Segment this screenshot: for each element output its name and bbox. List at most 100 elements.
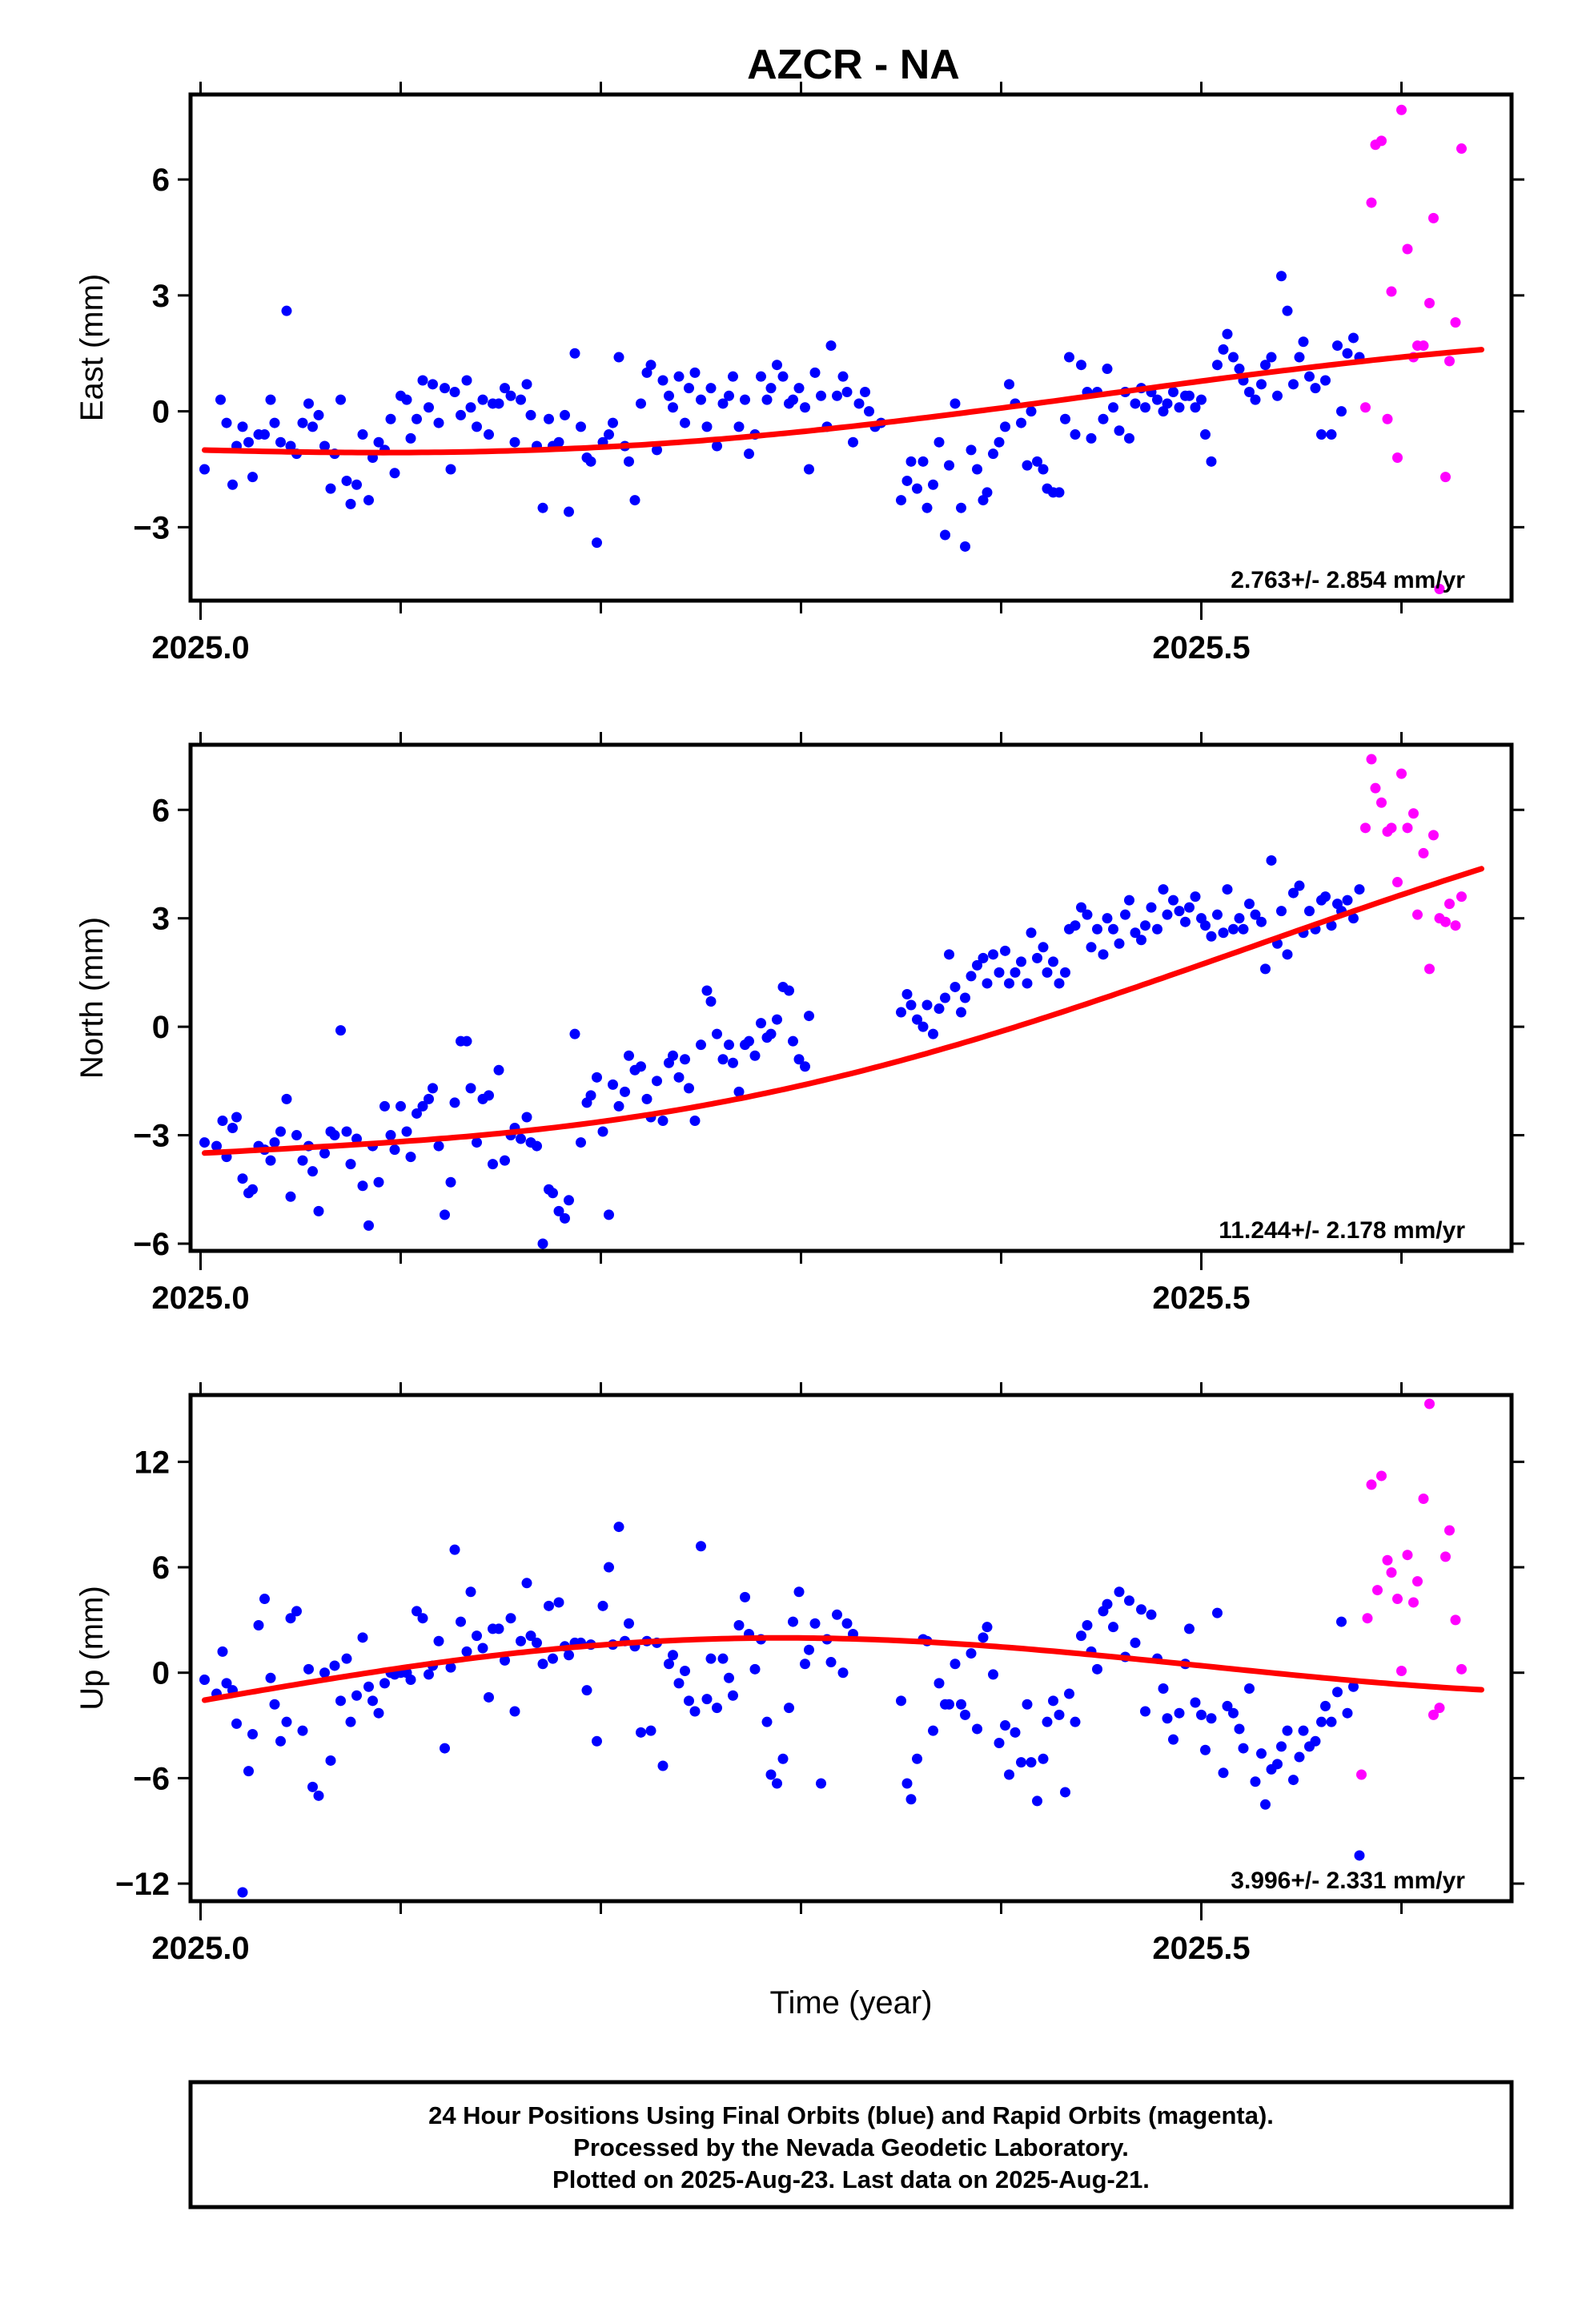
east-rapid-point	[1440, 472, 1451, 483]
east-final-point	[247, 472, 258, 483]
north-final-point	[465, 1083, 476, 1094]
up-final-point	[548, 1653, 558, 1664]
north-final-point	[756, 1018, 766, 1029]
north-final-point	[1042, 967, 1053, 978]
up-final-point	[982, 1622, 993, 1633]
east-final-point	[472, 421, 482, 432]
east-final-point	[928, 479, 938, 490]
up-final-point	[417, 1613, 428, 1624]
north-final-point	[1032, 952, 1042, 963]
east-final-point	[848, 436, 858, 448]
up-final-point	[405, 1675, 416, 1685]
east-final-point	[405, 432, 416, 444]
east-final-point	[389, 468, 400, 479]
up-final-point	[1064, 1688, 1074, 1699]
up-final-point	[275, 1735, 286, 1747]
up-final-point	[465, 1586, 476, 1598]
up-final-point	[1022, 1699, 1033, 1710]
east-final-point	[978, 495, 989, 506]
up-final-point	[472, 1630, 482, 1642]
up-final-point	[740, 1591, 750, 1602]
north-final-point	[585, 1090, 596, 1101]
east-final-point	[673, 371, 685, 382]
north-final-point	[793, 1054, 805, 1065]
east-final-point	[1152, 394, 1162, 405]
east-final-point	[701, 421, 713, 432]
north-final-point	[461, 1035, 472, 1047]
east-final-point	[604, 429, 614, 440]
north-final-point	[401, 1126, 412, 1137]
up-final-point	[825, 1657, 837, 1668]
east-final-point	[265, 394, 276, 405]
up-final-point	[319, 1667, 330, 1679]
north-final-point	[385, 1130, 396, 1141]
north-final-point	[1092, 923, 1102, 935]
up-rapid-point	[1382, 1554, 1393, 1566]
east-final-point	[493, 398, 504, 409]
north-final-point	[1234, 913, 1245, 924]
east-final-point	[1206, 456, 1217, 467]
north-final-point	[1146, 902, 1157, 913]
east-final-point	[772, 360, 782, 371]
east-ytick-label: 0	[152, 395, 170, 430]
up-final-point	[1276, 1741, 1287, 1752]
east-final-point	[1184, 390, 1195, 401]
east-final-point	[636, 398, 646, 409]
east-rapid-point	[1450, 317, 1461, 328]
up-final-point	[816, 1778, 826, 1789]
north-final-point	[1212, 909, 1223, 920]
north-final-point	[319, 1148, 330, 1159]
up-final-point	[493, 1623, 504, 1634]
east-final-point	[1054, 487, 1065, 498]
north-final-point	[636, 1061, 646, 1072]
up-final-point	[1016, 1757, 1026, 1768]
north-final-point	[345, 1159, 356, 1170]
north-final-point	[1038, 942, 1049, 953]
east-rapid-point	[1428, 212, 1439, 223]
up-final-point	[1320, 1700, 1331, 1711]
east-final-point	[449, 386, 460, 397]
east-rapid-point	[1418, 340, 1429, 352]
north-final-point	[1120, 909, 1130, 920]
chart-title: AZCR - NA	[747, 42, 960, 88]
north-final-point	[433, 1140, 444, 1152]
footer-box	[188, 2080, 1514, 2209]
east-final-point	[1276, 271, 1287, 282]
east-final-point	[788, 394, 798, 405]
up-final-point	[1092, 1663, 1102, 1675]
north-final-point	[1190, 891, 1201, 903]
north-final-point	[335, 1025, 346, 1036]
north-final-point	[905, 999, 917, 1011]
north-rate-label: 11.244+/- 2.178 mm/yr	[1219, 1217, 1465, 1244]
east-final-point	[592, 537, 602, 549]
north-final-point	[994, 967, 1005, 978]
north-ytick-label: 0	[152, 1010, 170, 1045]
up-final-point	[243, 1766, 254, 1777]
east-final-point	[613, 352, 624, 363]
up-final-point	[477, 1642, 488, 1654]
up-final-point	[363, 1681, 374, 1692]
up-ytick-label: 12	[135, 1445, 171, 1480]
east-final-point	[1304, 371, 1315, 382]
east-final-point	[1244, 386, 1255, 397]
north-final-point	[1320, 891, 1331, 903]
up-final-point	[456, 1616, 466, 1627]
north-final-point	[620, 1086, 630, 1097]
north-final-point	[1136, 935, 1146, 946]
east-final-point	[576, 421, 586, 432]
up-final-point	[841, 1618, 853, 1629]
up-final-point	[325, 1755, 336, 1766]
east-final-point	[841, 386, 853, 397]
east-rate-label: 2.763+/- 2.854 mm/yr	[1231, 567, 1465, 593]
north-final-point	[227, 1123, 238, 1134]
north-final-point	[516, 1133, 526, 1144]
north-final-point	[1174, 906, 1185, 917]
up-ytick-label: 6	[152, 1550, 170, 1586]
east-final-point	[1000, 421, 1010, 432]
north-final-point	[291, 1130, 302, 1141]
north-final-point	[1288, 887, 1299, 899]
east-final-point	[417, 375, 428, 386]
east-final-point	[1022, 460, 1033, 471]
up-final-point	[1196, 1709, 1207, 1720]
